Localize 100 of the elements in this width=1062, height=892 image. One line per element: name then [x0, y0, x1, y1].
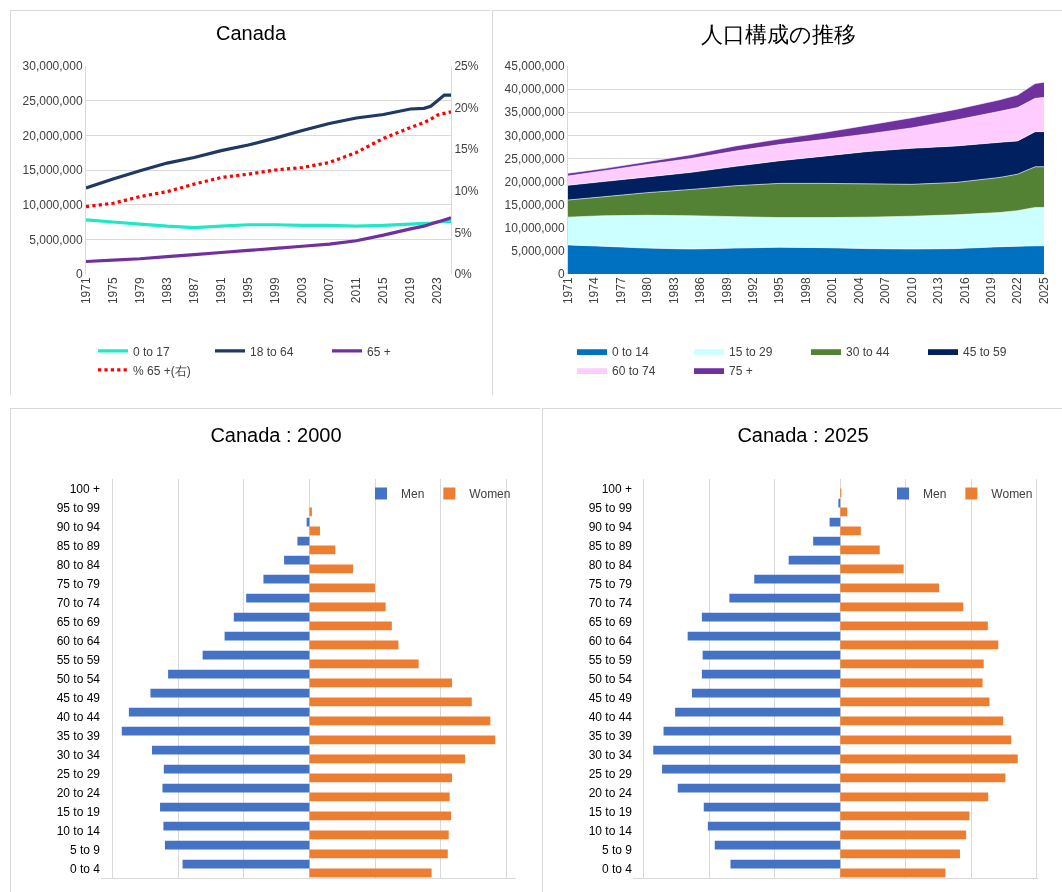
legend-label: Men [923, 487, 947, 502]
bar [840, 507, 848, 517]
y-tick-label: 50 to 54 [588, 671, 633, 686]
x-tick-label: 2007 [322, 277, 337, 305]
x-tick-label: 1986 [693, 277, 708, 305]
x-tick-label: 2023 [430, 277, 445, 305]
bar [150, 688, 310, 698]
line-series [86, 218, 451, 230]
bar [703, 802, 841, 812]
y-tick-label: 10,000,000 [22, 197, 83, 212]
bar [840, 526, 861, 536]
bar [309, 507, 312, 517]
bar [309, 564, 353, 574]
x-tick-label: 1979 [132, 277, 147, 305]
y-tick-label: 15 to 19 [588, 804, 633, 819]
line-series [86, 216, 451, 264]
bar [309, 716, 491, 726]
bar [840, 716, 1004, 726]
bar [840, 735, 1012, 745]
x-tick-label: 2025 [1036, 277, 1051, 305]
y2-tick-label: 0% [454, 267, 473, 282]
x-tick-label: 2019 [984, 277, 999, 305]
legend-label: 45 to 59 [963, 344, 1007, 359]
bar [840, 792, 989, 802]
legend-label: Women [991, 487, 1033, 502]
bar [168, 669, 310, 679]
bar [840, 583, 940, 593]
bar [297, 536, 310, 546]
bar [309, 830, 449, 840]
y-tick-label: 95 to 99 [56, 500, 101, 515]
bar [309, 621, 392, 631]
y-tick-label: 25,000,000 [22, 93, 83, 108]
legend-label: 18 to 64 [250, 344, 294, 359]
y-tick-label: 45 to 49 [588, 690, 633, 705]
bar [840, 545, 880, 555]
y-tick-label: 90 to 94 [588, 519, 633, 534]
x-tick-label: 1983 [160, 277, 175, 305]
bar [840, 621, 988, 631]
y2-tick-label: 20% [454, 100, 479, 115]
bar [687, 631, 841, 641]
y-tick-label: 75 to 79 [588, 576, 633, 591]
bar [840, 811, 970, 821]
x-tick-label: 1974 [587, 277, 602, 305]
y-tick-label: 50 to 54 [56, 671, 101, 686]
y-tick-label: 85 to 89 [588, 538, 633, 553]
legend-label: 0 to 14 [612, 344, 650, 359]
y-tick-label: 55 to 59 [588, 652, 633, 667]
x-tick-label: 1975 [105, 277, 120, 305]
bar [701, 669, 841, 679]
y-tick-label: 55 to 59 [56, 652, 101, 667]
y2-tick-label: 15% [454, 142, 479, 157]
legend-label: 0 to 17 [133, 344, 171, 359]
bar [754, 574, 841, 584]
legend-label: Women [469, 487, 511, 502]
bar [840, 659, 984, 669]
x-tick-label: 1992 [746, 277, 761, 305]
y-tick-label: 20,000,000 [504, 174, 565, 189]
y-tick-label: 95 to 99 [588, 500, 633, 515]
x-tick-label: 2016 [957, 277, 972, 305]
y-tick-label: 5 to 9 [69, 842, 101, 857]
y-tick-label: 10 to 14 [56, 823, 101, 838]
bar [662, 764, 841, 774]
bar [840, 678, 983, 688]
y-tick-label: 15,000,000 [22, 163, 83, 178]
x-tick-label: 1971 [78, 277, 93, 305]
y-tick-label: 10,000,000 [504, 220, 565, 235]
bar [164, 840, 310, 850]
y-tick-label: 0 to 4 [601, 861, 633, 876]
x-tick-label: 1995 [772, 277, 787, 305]
bar [202, 650, 310, 660]
legend-label: 30 to 44 [846, 344, 890, 359]
y-tick-label: 35 to 39 [588, 728, 633, 743]
y-tick-label: 20,000,000 [22, 128, 83, 143]
bar [701, 612, 841, 622]
bar [309, 659, 419, 669]
x-tick-label: 2015 [376, 277, 391, 305]
bar [233, 612, 310, 622]
bar [163, 821, 310, 831]
bar [714, 840, 841, 850]
bar [309, 849, 448, 859]
line-series [86, 110, 451, 209]
bar [788, 555, 841, 565]
y-tick-label: 80 to 84 [588, 557, 633, 572]
x-tick-label: 1989 [719, 277, 734, 305]
bar [309, 697, 472, 707]
bar [840, 602, 964, 612]
bar [829, 517, 841, 527]
bar [162, 783, 310, 793]
y-tick-label: 60 to 64 [588, 633, 633, 648]
legend-label: % 65 +(右) [133, 363, 191, 378]
bar [263, 574, 310, 584]
bar [729, 593, 841, 603]
x-tick-label: 2013 [931, 277, 946, 305]
y-tick-label: 15,000,000 [504, 197, 565, 212]
y-tick-label: 30 to 34 [56, 747, 101, 762]
bar [309, 678, 453, 688]
bar [840, 849, 960, 859]
bar [691, 688, 841, 698]
bar [309, 811, 452, 821]
y-tick-label: 100 + [69, 481, 100, 496]
